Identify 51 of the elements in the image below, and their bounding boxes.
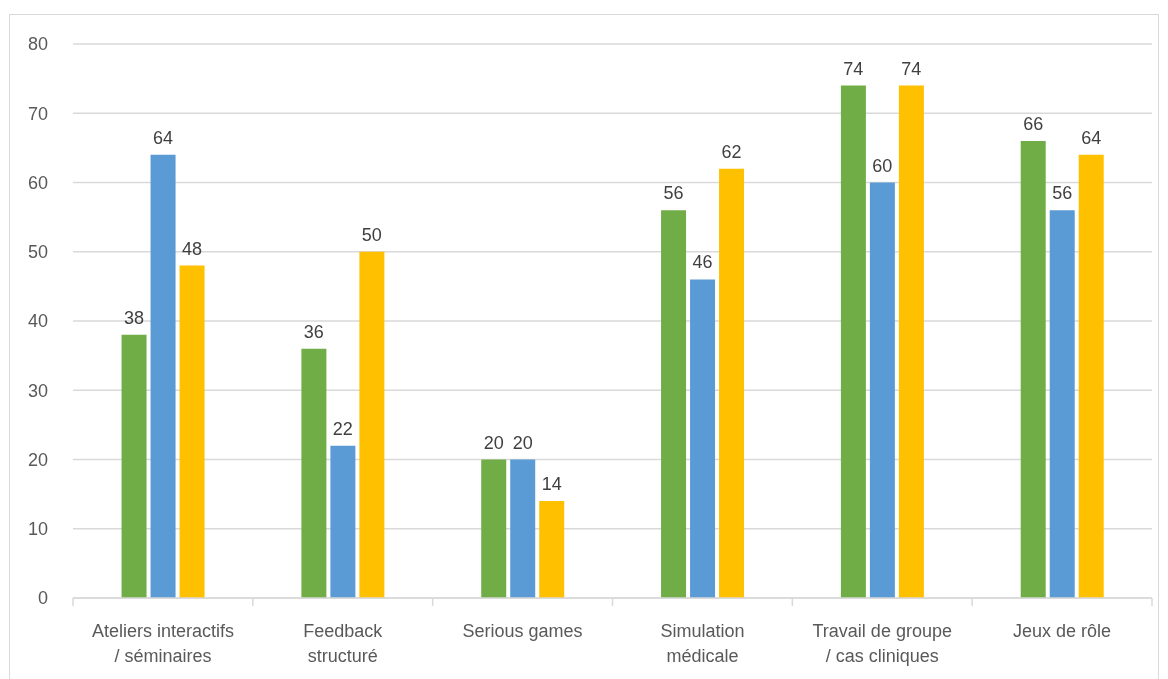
data-label: 74 [901, 58, 922, 79]
bar [719, 168, 745, 598]
data-label: 56 [1052, 183, 1073, 204]
bar [539, 501, 565, 598]
data-label: 50 [361, 224, 382, 245]
bar [359, 251, 385, 598]
data-label: 64 [1081, 127, 1102, 148]
bar [898, 85, 924, 598]
bar [690, 279, 716, 598]
bar [330, 445, 356, 598]
x-tick-label: Jeux de rôle [1013, 621, 1112, 641]
x-tick-label: Ateliers interactifs / séminaires [91, 621, 234, 666]
bar [1078, 154, 1104, 598]
data-label: 20 [512, 432, 533, 453]
y-tick-label: 70 [27, 103, 48, 124]
data-label: 22 [332, 418, 353, 439]
y-tick-label: 40 [27, 311, 48, 332]
bar [121, 334, 147, 598]
x-tick-label: Simulation médicale [660, 621, 745, 666]
bar [1049, 210, 1075, 598]
data-label: 20 [483, 432, 504, 453]
x-tick-label: Feedback structuré [303, 621, 384, 666]
data-label: 60 [872, 155, 893, 176]
bar [179, 265, 205, 598]
y-tick-label: 30 [27, 380, 48, 401]
y-tick-label: 50 [27, 242, 48, 263]
bar [661, 210, 687, 598]
bar [510, 459, 536, 598]
y-tick-label: 80 [27, 34, 48, 55]
bar [869, 182, 895, 598]
y-tick-label: 0 [37, 588, 48, 609]
data-label: 62 [721, 141, 742, 162]
y-tick-label: 10 [27, 519, 48, 540]
data-label: 46 [692, 252, 713, 273]
data-label: 14 [541, 474, 562, 495]
bar [840, 85, 866, 598]
data-label: 38 [124, 307, 145, 328]
y-tick-label: 60 [27, 172, 48, 193]
bar [1020, 140, 1046, 598]
bar [301, 348, 327, 598]
data-label: 48 [182, 238, 203, 259]
data-label: 74 [843, 58, 864, 79]
data-label: 56 [663, 183, 684, 204]
x-tick-label: Serious games [462, 621, 583, 641]
bar [150, 154, 176, 598]
y-tick-label: 20 [27, 449, 48, 470]
data-label: 66 [1023, 113, 1044, 134]
data-label: 64 [153, 127, 174, 148]
x-tick-label: Travail de groupe / cas cliniques [812, 621, 952, 666]
bar [481, 459, 507, 598]
data-label: 36 [303, 321, 324, 342]
